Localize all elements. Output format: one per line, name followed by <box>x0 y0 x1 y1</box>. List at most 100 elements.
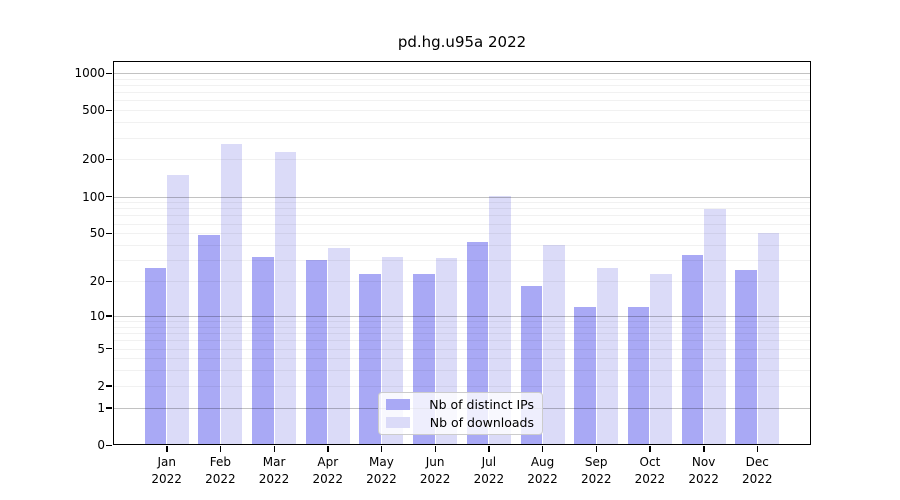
month-label: Jan <box>157 455 176 469</box>
gridline-minor <box>113 340 811 342</box>
x-tick-mark <box>756 446 759 452</box>
month-label: May <box>369 455 394 469</box>
year-label: 2022 <box>366 471 397 486</box>
y-tick-label: 20 <box>89 274 105 289</box>
y-tick-label: 100 <box>82 189 105 204</box>
bar-apr-ips <box>305 260 328 445</box>
x-tick-mark <box>488 446 490 452</box>
gridline-major <box>113 196 811 198</box>
gridline-minor <box>113 370 811 372</box>
month-label: Dec <box>745 455 769 469</box>
gridline-minor <box>113 137 811 139</box>
year-label: 2022 <box>634 471 666 486</box>
year-label: 2022 <box>742 471 773 486</box>
bar-dec-downloads <box>757 233 780 445</box>
x-tick-label-jul: Jul 2022 <box>459 454 519 487</box>
bar-dec-ips <box>735 269 757 445</box>
gridline-minor <box>113 110 811 112</box>
gridline-minor <box>113 223 811 225</box>
year-label: 2022 <box>473 471 505 486</box>
y-tick-mark <box>106 232 112 235</box>
gridline-minor <box>113 245 811 247</box>
month-label: Oct <box>639 455 661 469</box>
x-tick-label-dec: Dec 2022 <box>727 454 787 487</box>
y-tick-label: 1000 <box>74 66 105 80</box>
gridline-minor <box>113 159 811 161</box>
x-tick-mark <box>219 446 222 452</box>
month-label: Mar <box>262 455 286 469</box>
gridline-minor <box>113 92 811 94</box>
chart-title: pd.hg.u95a 2022 <box>397 33 527 51</box>
gridline-minor <box>113 281 811 283</box>
legend: Nb of distinct IPs Nb of downloads <box>378 392 543 435</box>
x-tick-mark <box>703 446 705 452</box>
bar-mar-ips <box>252 256 274 445</box>
month-label: Apr <box>317 455 339 469</box>
year-label: 2022 <box>527 471 558 486</box>
legend-item-downloads: Nb of downloads <box>386 415 534 430</box>
bar-feb-ips <box>198 235 220 445</box>
y-tick-label: 10 <box>89 308 105 323</box>
x-tick-label-nov: Nov 2022 <box>674 454 734 487</box>
x-tick-label-feb: Feb 2022 <box>190 454 250 487</box>
month-label: Nov <box>691 455 716 469</box>
y-tick-mark <box>106 280 112 282</box>
gridline-minor <box>113 202 811 204</box>
gridline-minor <box>113 260 811 262</box>
x-tick-mark <box>273 446 275 452</box>
y-tick-mark <box>106 109 112 112</box>
year-label: 2022 <box>205 471 236 486</box>
x-tick-label-aug: Aug 2022 <box>513 454 573 487</box>
gridline-minor <box>113 348 811 350</box>
gridline-minor <box>113 333 811 335</box>
year-label: 2022 <box>688 471 719 486</box>
month-label: Feb <box>209 455 231 469</box>
gridline-minor <box>113 233 811 235</box>
month-label: Sep <box>584 455 608 469</box>
x-tick-label-jun: Jun 2022 <box>405 454 465 487</box>
gridline-minor <box>113 100 811 102</box>
y-tick-label: 2 <box>97 378 105 393</box>
x-tick-mark <box>542 446 544 452</box>
bar-oct-downloads <box>650 273 672 445</box>
x-tick-label-apr: Apr 2022 <box>298 454 358 487</box>
bar-mar-downloads <box>274 151 297 445</box>
gridline-major <box>113 315 811 317</box>
y-tick-label: 1 <box>97 400 105 415</box>
bar-sep-ips <box>574 306 596 445</box>
bar-apr-downloads <box>328 247 350 445</box>
gridline-minor <box>113 215 811 217</box>
y-tick-mark <box>106 196 112 198</box>
x-tick-label-oct: Oct 2022 <box>620 454 680 487</box>
bar-feb-downloads <box>220 144 243 445</box>
legend-label: Nb of downloads <box>429 414 534 430</box>
year-label: 2022 <box>419 471 451 486</box>
bar-jan-ips <box>144 267 167 445</box>
bar-oct-ips <box>627 306 650 445</box>
gridline-minor <box>113 85 811 86</box>
month-label: Aug <box>530 455 555 469</box>
month-label: Jun <box>425 455 445 469</box>
grid-layer <box>113 61 811 445</box>
y-tick-label: 5 <box>97 341 105 356</box>
bar-nov-downloads <box>704 209 726 445</box>
x-tick-label-may: May 2022 <box>351 454 411 487</box>
legend-swatch <box>386 399 410 411</box>
y-tick-mark <box>106 385 112 387</box>
gridline-minor <box>113 321 811 323</box>
x-tick-label-mar: Mar 2022 <box>244 454 304 487</box>
legend-item-distinct-ips: Nb of distinct IPs <box>386 397 534 412</box>
gridline-minor <box>113 385 811 387</box>
y-tick-mark <box>106 407 112 409</box>
bar-nov-ips <box>681 255 704 445</box>
y-tick-mark <box>106 315 112 317</box>
y-tick-mark <box>106 158 112 161</box>
x-tick-mark <box>595 446 598 452</box>
x-tick-mark <box>327 446 329 452</box>
gridline-minor <box>113 78 811 80</box>
bar-aug-downloads <box>543 245 565 445</box>
gridline-minor <box>113 326 811 328</box>
gridline-minor <box>113 358 811 360</box>
bar-jan-downloads <box>167 174 189 445</box>
legend-swatch <box>386 416 410 428</box>
